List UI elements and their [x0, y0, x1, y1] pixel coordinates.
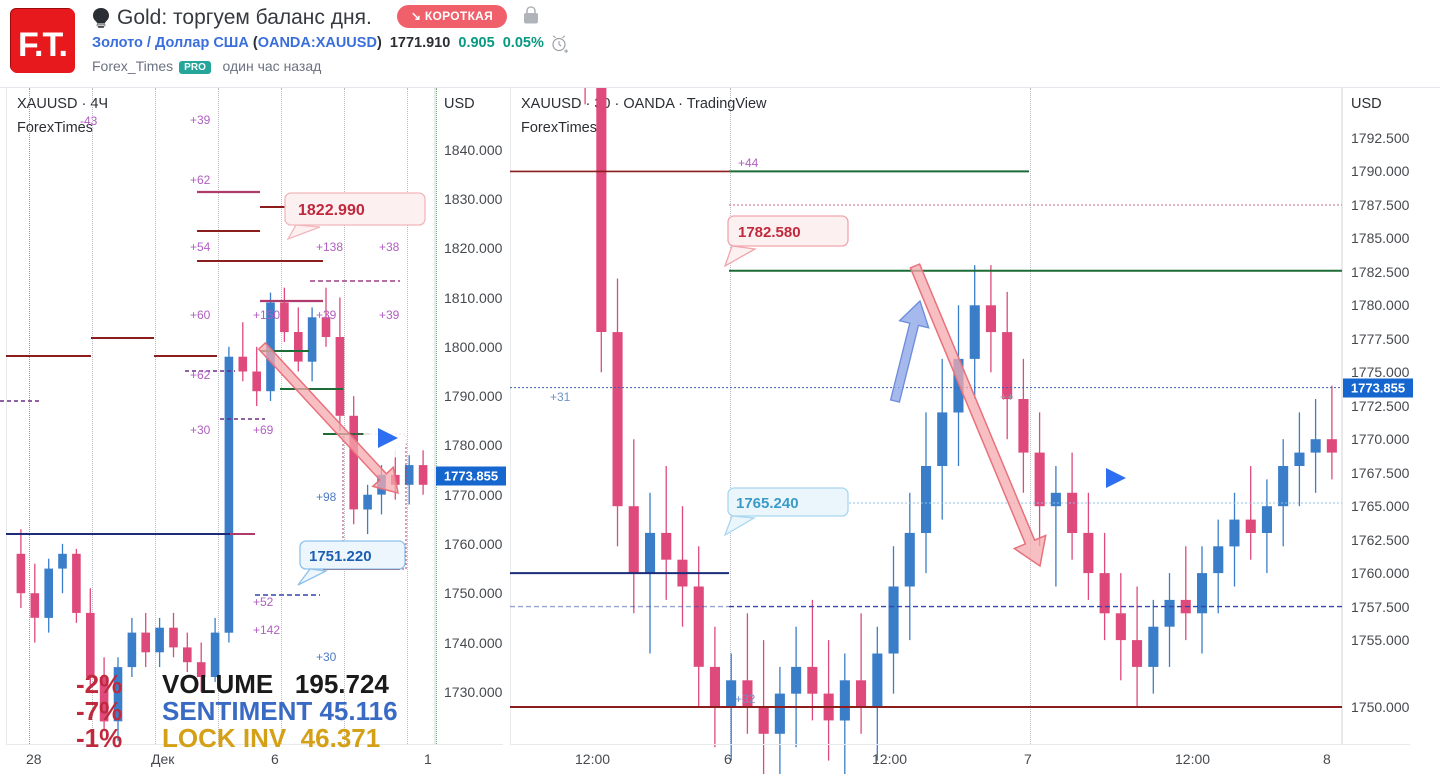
svg-text:+52: +52: [253, 595, 274, 609]
svg-text:+54: +54: [190, 240, 211, 254]
svg-text:1765.240: 1765.240: [736, 495, 799, 512]
svg-text:+62: +62: [190, 368, 211, 382]
svg-text:1751.220: 1751.220: [309, 548, 372, 565]
svg-text:+142: +142: [253, 623, 280, 637]
svg-text:+31: +31: [550, 390, 571, 404]
svg-text:+39: +39: [316, 308, 337, 322]
svg-text:+44: +44: [738, 156, 759, 170]
svg-text:+32: +32: [735, 692, 756, 706]
svg-text:+150: +150: [253, 308, 280, 322]
svg-text:+69: +69: [253, 423, 274, 437]
svg-text:+39: +39: [379, 308, 400, 322]
svg-text:+39: +39: [190, 113, 211, 127]
svg-text:-43: -43: [80, 114, 98, 128]
svg-text:++: ++: [1000, 390, 1014, 404]
svg-text:+98: +98: [316, 490, 337, 504]
svg-text:+30: +30: [190, 423, 211, 437]
svg-text:+138: +138: [316, 240, 343, 254]
svg-text:+60: +60: [190, 308, 211, 322]
svg-text:1782.580: 1782.580: [738, 224, 801, 241]
svg-text:+38: +38: [379, 240, 400, 254]
svg-text:+30: +30: [316, 650, 337, 664]
svg-text:+62: +62: [190, 173, 211, 187]
svg-text:F.T.: F.T.: [18, 26, 67, 64]
svg-text:1822.990: 1822.990: [298, 202, 365, 219]
